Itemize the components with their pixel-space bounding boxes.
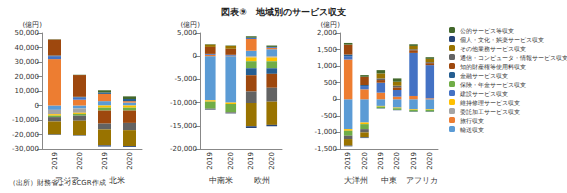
svg-text:2020: 2020 <box>268 152 276 170</box>
svg-text:大洋州: 大洋州 <box>344 176 368 185</box>
svg-text:5,000: 5,000 <box>177 29 197 37</box>
svg-text:2019: 2019 <box>377 152 385 170</box>
svg-text:2019: 2019 <box>410 152 418 170</box>
svg-text:0: 0 <box>35 102 39 110</box>
svg-text:-10,000: -10,000 <box>170 99 197 107</box>
svg-text:1,000: 1,000 <box>317 62 337 70</box>
svg-text:中南米: 中南米 <box>209 176 233 185</box>
svg-text:2019: 2019 <box>247 152 255 170</box>
svg-text:図表⑨ 地域別のサービス収支: 図表⑨ 地域別のサービス収支 <box>221 7 346 17</box>
svg-text:1,500: 1,500 <box>317 46 337 54</box>
svg-text:-15,000: -15,000 <box>170 122 197 130</box>
svg-text:2020: 2020 <box>76 152 84 170</box>
svg-text:(億円): (億円) <box>181 21 201 29</box>
svg-text:建設サービス収支: 建設サービス収支 <box>459 90 508 97</box>
svg-text:通信・コンピュータ・情報サービス収支: 通信・コンピュータ・情報サービス収支 <box>460 54 567 61</box>
svg-text:2020: 2020 <box>361 152 369 170</box>
svg-text:30,000: 30,000 <box>15 58 40 66</box>
svg-text:維持修理サービス収支: 維持修理サービス収支 <box>459 99 520 106</box>
svg-text:(億円): (億円) <box>321 21 341 29</box>
svg-text:欧州: 欧州 <box>254 176 270 185</box>
svg-text:-20,000: -20,000 <box>170 145 197 153</box>
svg-text:公的サービス等収支: 公的サービス等収支 <box>460 27 514 34</box>
svg-text:-10,000: -10,000 <box>12 116 39 124</box>
svg-text:知的財産権等使用料収支: 知的財産権等使用料収支 <box>460 63 526 70</box>
svg-text:委託加工サービス収支: 委託加工サービス収支 <box>460 108 520 115</box>
svg-text:（出所）財務省よりSCGR作成: （出所）財務省よりSCGR作成 <box>9 179 106 187</box>
svg-text:2020: 2020 <box>227 152 235 170</box>
svg-text:-1,500: -1,500 <box>314 145 337 153</box>
svg-text:2020: 2020 <box>393 152 401 170</box>
svg-text:2019: 2019 <box>206 152 214 170</box>
svg-text:0: 0 <box>193 52 197 60</box>
svg-text:北米: 北米 <box>109 176 125 185</box>
svg-text:保険・年金サービス収支: 保険・年金サービス収支 <box>460 81 526 88</box>
svg-text:個人・文化・娯楽サービス収支: 個人・文化・娯楽サービス収支 <box>460 36 544 43</box>
svg-text:2,000: 2,000 <box>317 29 337 37</box>
svg-text:輸送収支: 輸送収支 <box>460 126 484 133</box>
svg-text:0: 0 <box>333 95 337 103</box>
svg-text:中東: 中東 <box>381 176 397 185</box>
svg-text:20,000: 20,000 <box>15 73 40 81</box>
svg-text:2020: 2020 <box>126 152 134 170</box>
svg-text:-30,000: -30,000 <box>12 145 39 153</box>
svg-text:(億円): (億円) <box>23 21 43 29</box>
svg-text:金融サービス収支: 金融サービス収支 <box>460 72 508 79</box>
svg-text:2019: 2019 <box>51 152 59 170</box>
svg-text:アフリカ: アフリカ <box>406 176 438 185</box>
svg-text:旅行収支: 旅行収支 <box>460 117 484 124</box>
svg-text:50,000: 50,000 <box>15 29 40 37</box>
svg-text:-1,000: -1,000 <box>314 128 337 136</box>
svg-text:-20,000: -20,000 <box>12 131 39 139</box>
svg-text:-5,000: -5,000 <box>174 75 197 83</box>
svg-text:40,000: 40,000 <box>15 44 40 52</box>
svg-text:10,000: 10,000 <box>15 87 40 95</box>
svg-text:2019: 2019 <box>101 152 109 170</box>
svg-text:2020: 2020 <box>426 152 434 170</box>
svg-text:500: 500 <box>324 79 337 87</box>
svg-text:その他業務サービス収支: その他業務サービス収支 <box>460 45 526 53</box>
svg-text:-500: -500 <box>321 112 337 120</box>
svg-text:2019: 2019 <box>344 152 352 170</box>
